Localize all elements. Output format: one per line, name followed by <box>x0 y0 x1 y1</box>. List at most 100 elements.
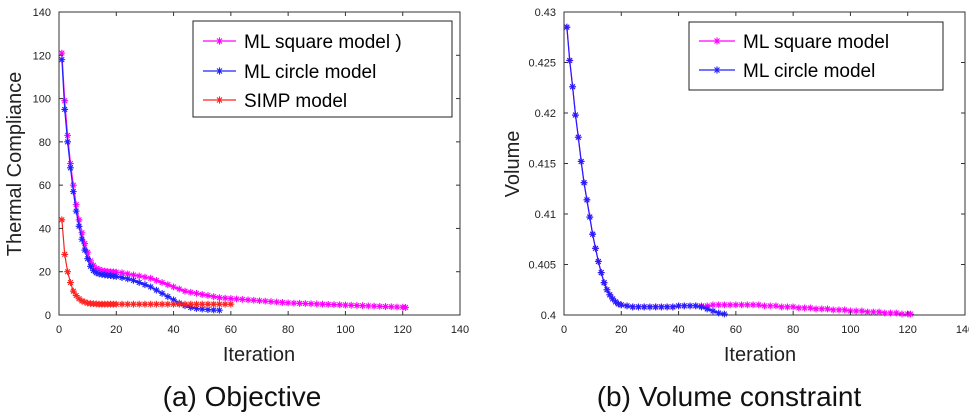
data-point-ml-circle-model <box>640 303 648 311</box>
series-layer <box>563 23 914 318</box>
series-layer <box>58 49 409 314</box>
y-tick-label: 40 <box>39 223 51 235</box>
data-point-ml-circle-model <box>709 307 717 315</box>
data-point-ml-circle-model <box>67 164 74 172</box>
data-point-ml-square-model <box>732 301 740 309</box>
data-point-ml-circle-model <box>617 301 625 309</box>
data-point-ml-square-model <box>261 297 269 305</box>
data-point-ml-square-model <box>875 308 883 316</box>
data-point-ml-square-model <box>778 303 786 311</box>
data-point-ml-circle-model <box>594 258 602 265</box>
data-point-ml-square-model <box>141 273 149 281</box>
data-point-ml-square-model <box>847 307 854 315</box>
data-point-ml-square-model <box>864 308 872 316</box>
data-point-ml-circle-model <box>84 255 92 263</box>
data-point-ml-circle-model <box>680 302 688 310</box>
data-point-ml-square-model <box>244 296 252 304</box>
data-point-ml-circle-model <box>657 303 665 311</box>
data-point-ml-square-model <box>250 296 258 304</box>
data-point-simp-model <box>78 297 86 305</box>
data-point-ml-square-model <box>382 303 389 310</box>
x-tick-label: 140 <box>451 324 469 336</box>
data-point-ml-square-model <box>852 307 860 315</box>
data-point-ml-circle-model <box>204 306 212 313</box>
data-point-ml-circle-model <box>569 83 576 91</box>
data-point-ml-square-model <box>210 293 218 301</box>
data-point-ml-circle-model <box>164 293 172 301</box>
data-point-ml-square-model <box>755 301 763 309</box>
caption-objective: (a) Objective <box>163 381 322 412</box>
data-point-ml-square-model <box>267 298 275 305</box>
y-tick-label: 20 <box>39 267 51 279</box>
data-point-ml-square-model <box>313 300 321 308</box>
data-point-ml-circle-model <box>75 222 83 230</box>
data-point-ml-circle-model <box>566 57 574 64</box>
data-point-simp-model <box>216 300 223 308</box>
data-point-ml-circle-model <box>715 309 723 317</box>
data-point-ml-circle-model <box>72 207 80 215</box>
data-point-ml-circle-model <box>158 289 166 297</box>
y-tick-label: 60 <box>39 180 51 192</box>
data-point-ml-square-model <box>290 299 298 307</box>
data-point-ml-circle-model <box>692 302 700 310</box>
data-point-ml-square-model <box>887 309 894 317</box>
legend-label-ml-circle: ML circle model <box>743 61 875 82</box>
data-point-ml-circle-model <box>130 276 137 284</box>
data-point-simp-model <box>61 251 69 258</box>
data-point-simp-model <box>227 300 235 308</box>
x-tick-label: 80 <box>282 324 294 336</box>
data-point-simp-model <box>141 300 149 308</box>
data-point-ml-circle-model <box>686 302 694 310</box>
data-point-ml-square-model <box>152 276 160 284</box>
y-tick-label: 120 <box>33 50 51 62</box>
x-tick-label: 40 <box>672 324 684 336</box>
data-point-simp-model <box>130 300 137 308</box>
data-point-ml-square-model <box>789 303 797 311</box>
data-point-ml-circle-model <box>586 213 594 221</box>
data-point-ml-square-model <box>256 297 263 305</box>
data-point-simp-model <box>210 300 218 308</box>
data-point-ml-circle-model <box>675 302 682 310</box>
data-point-ml-square-model <box>307 300 315 308</box>
legend-marker-ml-circle-model <box>215 67 224 75</box>
data-point-ml-square-model <box>370 302 378 310</box>
legend-box <box>688 21 944 91</box>
data-point-ml-circle-model <box>577 158 585 165</box>
data-point-ml-square-model <box>364 302 372 310</box>
tick-layer: 0 20 40 60 80 100 120 140 0.4 0.405 0.41 0.415 0.42 0… <box>528 7 969 336</box>
data-point-ml-square-model <box>135 272 143 280</box>
data-point-ml-square-model <box>273 298 281 306</box>
data-point-ml-circle-model <box>112 273 120 280</box>
data-point-ml-circle-model <box>210 306 218 314</box>
data-point-ml-square-model <box>806 304 814 312</box>
data-point-simp-model <box>221 300 229 308</box>
data-point-simp-model <box>187 300 195 308</box>
data-point-ml-circle-model <box>615 300 622 308</box>
data-point-ml-circle-model <box>652 303 660 311</box>
data-point-simp-model <box>181 300 189 308</box>
data-point-ml-circle-model <box>646 303 654 311</box>
legend-label-ml-square: ML square model ) <box>244 32 402 53</box>
data-point-ml-square-model <box>87 257 94 265</box>
y-tick-label: 140 <box>33 7 51 19</box>
data-point-ml-square-model <box>772 302 780 310</box>
y-tick-label: 0.405 <box>528 260 556 272</box>
data-point-ml-square-model <box>216 294 223 302</box>
data-point-ml-square-model <box>721 301 728 309</box>
data-point-ml-circle-model <box>69 188 77 196</box>
data-point-ml-circle-model <box>572 111 579 119</box>
data-point-ml-square-model <box>330 301 338 309</box>
data-point-ml-square-model <box>342 301 349 309</box>
x-tick-label: 140 <box>956 324 969 336</box>
legend-marker-ml-square-model <box>713 37 721 45</box>
y-tick-label: 0.43 <box>535 7 556 19</box>
data-point-ml-square-model <box>118 269 126 277</box>
panel-objective: 0 20 40 60 80 100 120 140 0 20 40 60 80 100 120 140 Ite… <box>4 7 469 412</box>
data-point-ml-square-model <box>376 302 384 310</box>
data-point-ml-circle-model <box>61 105 69 113</box>
legend-label-simp: SIMP model <box>244 91 347 112</box>
data-point-ml-circle-model <box>606 291 614 299</box>
data-point-ml-square-model <box>743 301 751 309</box>
data-point-ml-square-model <box>766 302 774 310</box>
data-point-ml-square-model <box>336 301 344 309</box>
